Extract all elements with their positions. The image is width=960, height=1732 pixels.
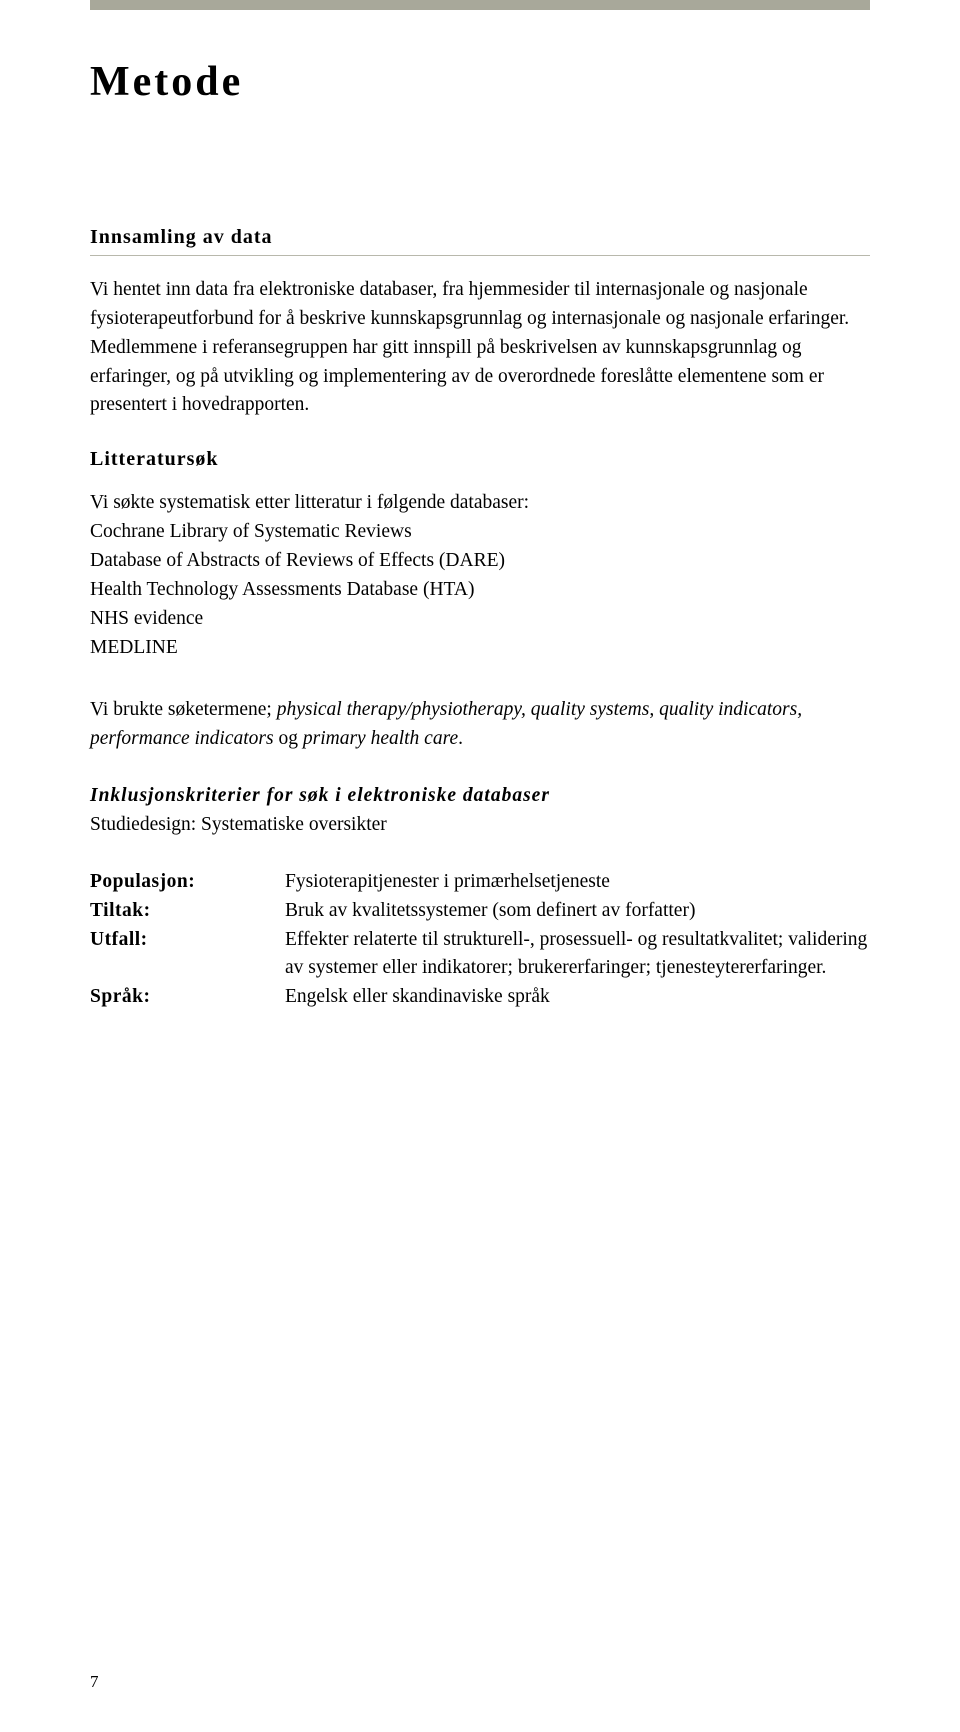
- top-horizontal-rule: [90, 0, 870, 10]
- inclusion-criteria-block: Inklusjonskriterier for søk i elektronis…: [90, 782, 870, 840]
- list-item: NHS evidence: [90, 605, 870, 634]
- intro-paragraph: Vi hentet inn data fra elektroniske data…: [90, 276, 870, 420]
- search-terms-and: og: [278, 728, 302, 749]
- search-terms-last: primary health care: [303, 728, 458, 749]
- definition-value: Bruk av kvalitetssystemer (som definert …: [285, 897, 870, 926]
- definition-list: Populasjon: Fysioterapitjenester i primæ…: [90, 868, 870, 1012]
- document-page: Metode Innsamling av data Vi hentet inn …: [0, 0, 960, 1732]
- definition-term: Språk:: [90, 983, 285, 1012]
- definition-value: Effekter relaterte til strukturell-, pro…: [285, 926, 870, 984]
- criteria-title: Inklusjonskriterier for søk i elektronis…: [90, 782, 870, 811]
- criteria-subtitle: Studiedesign: Systematiske oversikter: [90, 811, 870, 840]
- search-terms-prefix: Vi brukte søketermene;: [90, 699, 277, 720]
- databases-intro: Vi søkte systematisk etter litteratur i …: [90, 489, 870, 518]
- definition-row: Populasjon: Fysioterapitjenester i primæ…: [90, 868, 870, 897]
- list-item: MEDLINE: [90, 634, 870, 663]
- definition-value: Fysioterapitjenester i primærhelsetjenes…: [285, 868, 870, 897]
- databases-list: Cochrane Library of Systematic Reviews D…: [90, 518, 870, 662]
- sub-heading-litteratursok: Litteratursøk: [90, 448, 870, 471]
- search-terms-paragraph: Vi brukte søketermene; physical therapy/…: [90, 696, 870, 754]
- list-item: Database of Abstracts of Reviews of Effe…: [90, 547, 870, 576]
- definition-term: Populasjon:: [90, 868, 285, 897]
- page-number: 7: [90, 1672, 99, 1692]
- list-item: Health Technology Assessments Database (…: [90, 576, 870, 605]
- definition-term: Utfall:: [90, 926, 285, 955]
- definition-term: Tiltak:: [90, 897, 285, 926]
- list-item: Cochrane Library of Systematic Reviews: [90, 518, 870, 547]
- definition-row: Tiltak: Bruk av kvalitetssystemer (som d…: [90, 897, 870, 926]
- chapter-title: Metode: [90, 58, 870, 106]
- search-terms-period: .: [458, 728, 463, 749]
- definition-row: Utfall: Effekter relaterte til strukture…: [90, 926, 870, 984]
- definition-value: Engelsk eller skandinaviske språk: [285, 983, 870, 1012]
- definition-row: Språk: Engelsk eller skandinaviske språk: [90, 983, 870, 1012]
- section-heading-innsamling: Innsamling av data: [90, 226, 870, 256]
